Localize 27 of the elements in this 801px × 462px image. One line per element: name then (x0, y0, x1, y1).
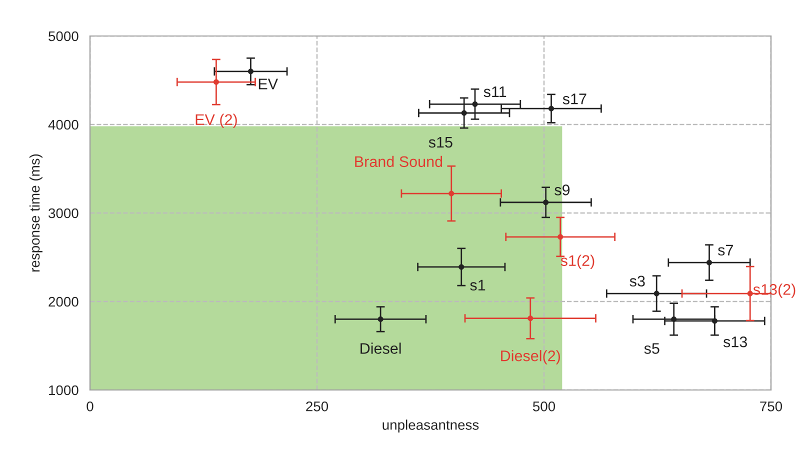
annotation: Diesel (360, 342, 401, 354)
y-tick-label: 4000 (48, 120, 78, 130)
x-tick-label: 500 (532, 401, 556, 412)
annotation: EV (2) (196, 114, 237, 128)
annotation: s11 (484, 86, 506, 98)
annotation: s17 (562, 94, 586, 104)
annotation: s1 (470, 280, 486, 291)
y-axis-title: response time (ms) (29, 154, 42, 272)
annotation: s5 (644, 343, 660, 354)
annotation: s13 (723, 336, 747, 348)
annotation: Brand Sound (355, 156, 442, 168)
x-tick-label: 0 (86, 401, 94, 412)
annotation: s9 (554, 184, 570, 196)
annotation: s13(2) (753, 284, 796, 298)
y-tick-label: 3000 (48, 208, 78, 218)
y-tick-label: 5000 (48, 31, 78, 42)
annotation: Diesel(2) (501, 350, 560, 364)
y-tick-label: 1000 (49, 385, 78, 396)
annotation: s3 (630, 276, 645, 287)
x-tick-label: 250 (306, 401, 328, 412)
x-axis-title: unpleasantness (382, 420, 479, 433)
annotation: s1(2) (560, 254, 594, 270)
y-tick-label: 2000 (48, 296, 78, 307)
x-tick-label: 750 (760, 401, 782, 412)
annotation: s15 (428, 136, 452, 148)
annotation: s7 (718, 244, 733, 256)
annotation: EV (258, 78, 278, 90)
